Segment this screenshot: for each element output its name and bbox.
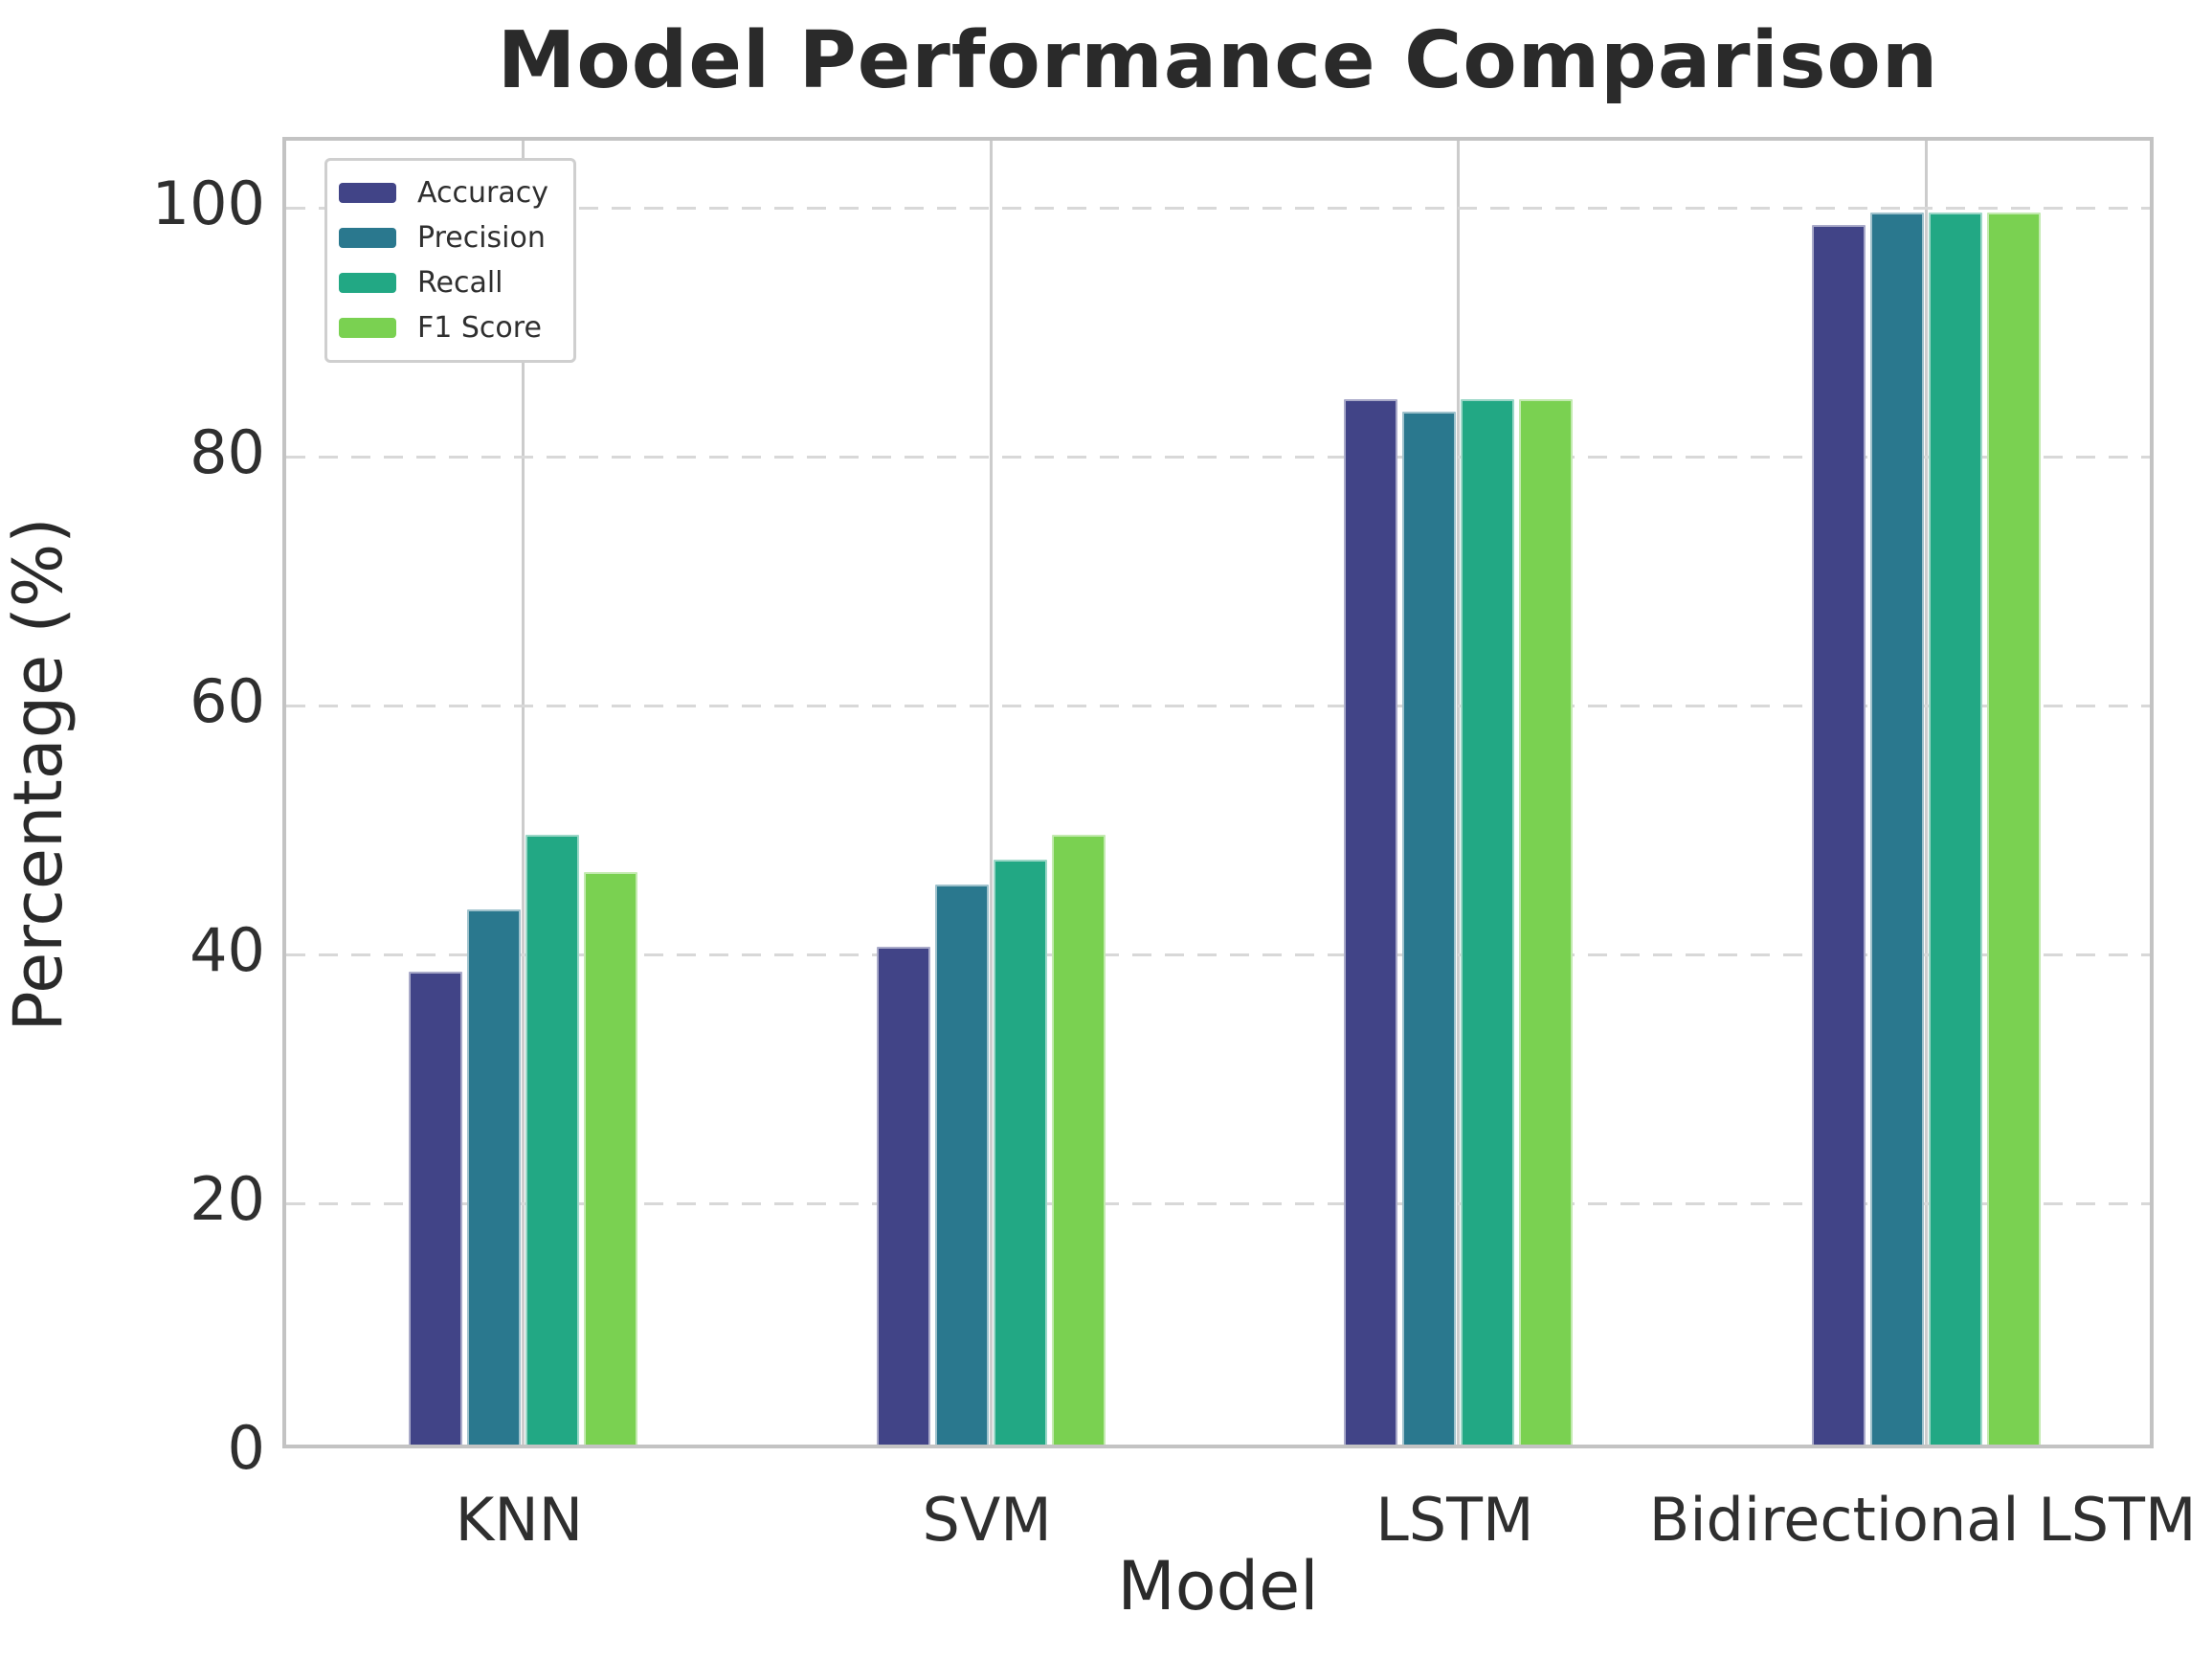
y-axis-label: Percentage (%) xyxy=(0,517,78,1032)
legend-label-precision: Precision xyxy=(417,221,546,255)
bar-bidirectional-lstm-precision xyxy=(1870,213,1925,1445)
x-tick-svm: SVM xyxy=(922,1485,1052,1555)
bar-knn-accuracy xyxy=(408,972,462,1445)
bar-svm-precision xyxy=(934,885,989,1445)
x-tick-bidirectional-lstm: Bidirectional LSTM xyxy=(1648,1485,2197,1555)
y-tick-80: 80 xyxy=(190,417,265,488)
plot-area: Accuracy Precision Recall F1 Score xyxy=(282,137,2154,1448)
legend-label-accuracy: Accuracy xyxy=(417,176,548,210)
legend-swatch-recall xyxy=(339,273,396,293)
y-tick-60: 60 xyxy=(190,666,265,737)
vertical-gridline-svm xyxy=(989,141,993,1445)
vertical-gridline-bidirectional-lstm xyxy=(1925,141,1929,1445)
legend-swatch-precision xyxy=(339,228,396,248)
bar-bidirectional-lstm-f1-score xyxy=(1987,213,2042,1445)
vertical-gridline-lstm xyxy=(1457,141,1461,1445)
horizontal-gridline-60 xyxy=(286,704,2150,707)
legend-item-precision: Precision xyxy=(339,215,548,260)
bar-lstm-f1-score xyxy=(1519,399,1574,1445)
y-tick-40: 40 xyxy=(190,915,265,986)
horizontal-gridline-80 xyxy=(286,455,2150,459)
legend-item-f1-score: F1 Score xyxy=(339,305,548,350)
horizontal-gridline-100 xyxy=(286,206,2150,210)
legend-item-accuracy: Accuracy xyxy=(339,170,548,215)
x-tick-knn: KNN xyxy=(455,1485,584,1555)
legend-label-recall: Recall xyxy=(417,266,503,300)
x-axis-label: Model xyxy=(1117,1547,1319,1625)
bar-svm-accuracy xyxy=(876,947,930,1445)
legend-swatch-accuracy xyxy=(339,183,396,203)
bar-lstm-recall xyxy=(1461,399,1515,1445)
bar-knn-f1-score xyxy=(583,872,637,1445)
y-tick-0: 0 xyxy=(227,1413,265,1483)
vertical-gridline-knn xyxy=(521,141,525,1445)
bar-svm-f1-score xyxy=(1051,835,1106,1445)
legend: Accuracy Precision Recall F1 Score xyxy=(324,158,576,363)
legend-swatch-f1-score xyxy=(339,318,396,338)
legend-item-recall: Recall xyxy=(339,260,548,305)
chart-title: Model Performance Comparison xyxy=(497,15,1939,106)
horizontal-gridline-40 xyxy=(286,953,2150,956)
legend-label-f1-score: F1 Score xyxy=(417,311,542,345)
y-tick-20: 20 xyxy=(190,1164,265,1235)
y-tick-100: 100 xyxy=(151,168,265,239)
bar-knn-precision xyxy=(466,909,521,1445)
bar-bidirectional-lstm-recall xyxy=(1929,213,1983,1445)
bar-knn-recall xyxy=(525,835,579,1445)
horizontal-gridline-20 xyxy=(286,1201,2150,1205)
bar-lstm-accuracy xyxy=(1344,399,1398,1445)
bar-svm-recall xyxy=(993,860,1047,1445)
x-tick-lstm: LSTM xyxy=(1375,1485,1534,1555)
bar-lstm-precision xyxy=(1402,412,1457,1445)
bar-bidirectional-lstm-accuracy xyxy=(1812,225,1866,1445)
